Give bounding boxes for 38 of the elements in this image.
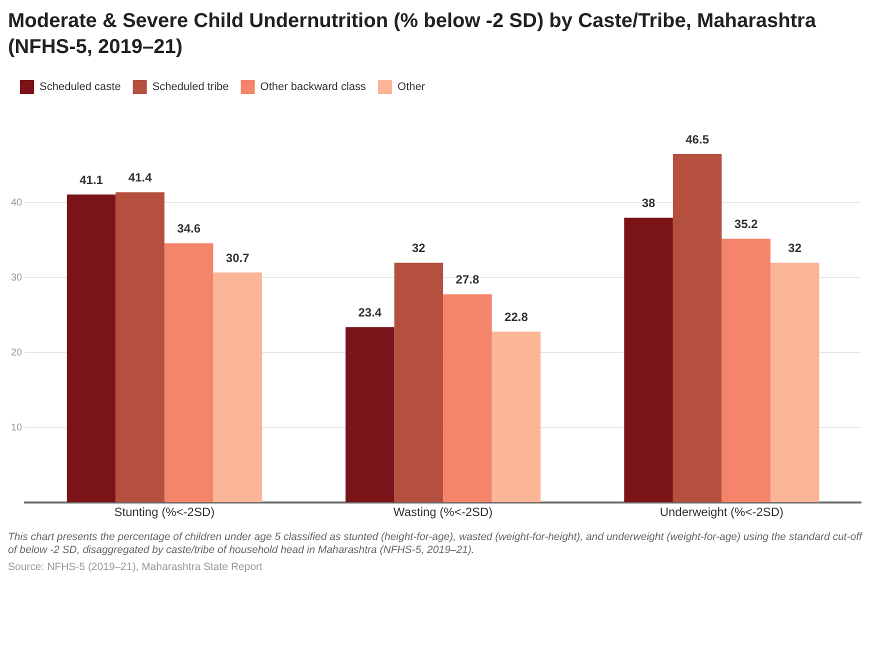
y-tick-label: 40 <box>11 197 23 208</box>
data-label: 30.7 <box>226 250 250 265</box>
x-tick-label: Stunting (%<-2SD) <box>114 505 215 520</box>
legend-label: Scheduled caste <box>40 81 121 94</box>
y-tick-label: 10 <box>11 422 23 434</box>
legend-label: Other backward class <box>260 81 367 94</box>
bar <box>722 238 770 502</box>
data-label: 32 <box>412 241 426 256</box>
bar <box>346 327 394 502</box>
bar <box>492 332 541 502</box>
data-label: 38 <box>642 196 656 210</box>
bar <box>164 243 214 502</box>
bar <box>672 154 722 502</box>
legend-label: Scheduled tribe <box>152 81 229 94</box>
data-label: 32 <box>788 241 802 256</box>
bar <box>770 262 820 502</box>
bar <box>116 192 164 502</box>
bar <box>394 262 444 502</box>
data-label: 41.4 <box>128 170 152 185</box>
source-note: Source: NFHS-5 (2019–21), Maharashtra State Report <box>8 561 264 574</box>
bar <box>443 294 492 502</box>
y-tick-label: 20 <box>11 347 23 358</box>
data-label: 23.4 <box>358 305 382 320</box>
data-label: 41.1 <box>80 172 104 187</box>
x-tick-label: Wasting (%<-2SD) <box>393 505 493 520</box>
data-label: 27.8 <box>456 272 480 286</box>
data-label: 34.6 <box>177 222 201 236</box>
text: This chart presents the percentage of children under age 5 classified as stunted (height-for-age), wasted (weight-for-height), and underweight (weight-for-age) using the standard cut-off of below -2 SD, disaggregated by caste/tribe of household head in Maharashtra (NFHS-5, 2019–21). <box>8 531 864 557</box>
x-tick-label: Underweight (%<-2SD) <box>660 505 784 520</box>
bar <box>624 218 673 502</box>
data-label: 22.8 <box>504 310 528 324</box>
data-label: 35.2 <box>734 217 758 232</box>
bar <box>213 272 262 502</box>
legend-label: Other <box>398 81 426 94</box>
bar <box>66 194 116 502</box>
data-label: 46.5 <box>686 132 710 146</box>
y-tick-label: 30 <box>11 272 23 284</box>
chart-title: Moderate & Severe Child Undernutrition (% below -2 SD) by Caste/Tribe, Maharashtra (NFHS-5, 2019–21) <box>8 9 818 60</box>
